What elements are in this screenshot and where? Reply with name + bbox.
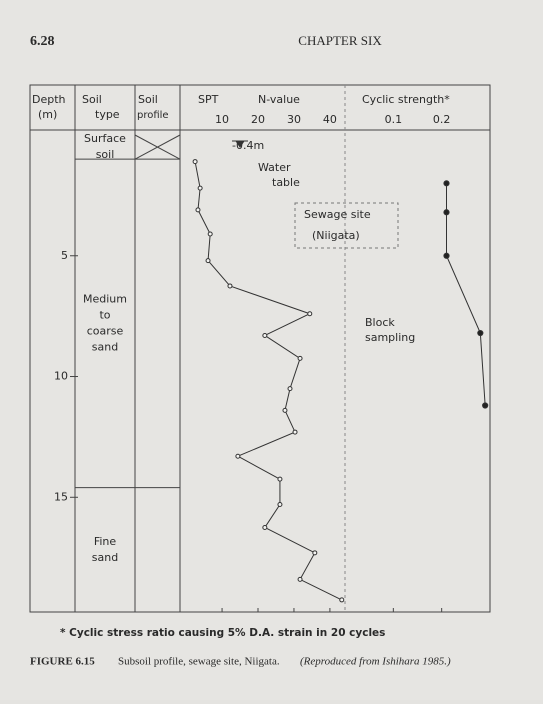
layer-label: soil	[96, 148, 115, 161]
header: Soil	[82, 93, 102, 106]
layer-label: Surface	[84, 132, 126, 145]
y-tick-label: 5	[61, 249, 68, 262]
spt-point	[277, 476, 283, 482]
layer-label: Fine	[94, 535, 117, 548]
spt-point	[192, 159, 198, 165]
site-box	[294, 202, 399, 249]
spt-point	[339, 597, 345, 603]
x-tick-label: 20	[251, 113, 265, 126]
running-head: CHAPTER SIX	[298, 33, 382, 48]
figure-frame	[29, 84, 491, 613]
spt-point	[262, 332, 268, 338]
spt-point	[307, 311, 313, 317]
header: type	[95, 108, 120, 121]
annotation: Block	[365, 316, 395, 329]
x2-tick-label: 0.2	[433, 113, 451, 126]
spt-point	[282, 407, 288, 413]
spt-point	[297, 355, 303, 361]
spt-point	[195, 207, 201, 213]
layer-label: coarse	[87, 324, 124, 337]
caption-source: (Reproduced from Ishihara 1985.)	[300, 656, 451, 668]
header: Cyclic strength*	[362, 93, 450, 106]
cyclic-point	[443, 180, 450, 187]
x-tick-label: 10	[215, 113, 229, 126]
y-tick-label: 15	[54, 490, 68, 503]
spt-point	[287, 386, 293, 392]
spt-point	[205, 258, 211, 264]
spt-point	[297, 576, 303, 582]
caption: Subsoil profile, sewage site, Niigata.	[118, 656, 280, 668]
cyclic-point	[443, 209, 450, 216]
header: Soil	[138, 93, 158, 106]
header: N-value	[258, 93, 300, 106]
annotation: table	[272, 176, 300, 189]
spt-point	[277, 502, 283, 508]
cyclic-point	[477, 329, 484, 337]
annotation: sampling	[365, 331, 415, 344]
page-number: 6.28	[30, 34, 55, 49]
layer-label: to	[99, 308, 110, 321]
layer-label: sand	[92, 551, 118, 564]
annotation: Water	[258, 161, 291, 174]
spt-point	[312, 550, 318, 556]
water-symbol	[232, 140, 248, 148]
annotation: Sewage site	[304, 208, 371, 221]
x-tick-label: 30	[287, 113, 301, 126]
spt-point	[207, 231, 213, 237]
footnote: * Cyclic stress ratio causing 5% D.A. st…	[60, 627, 385, 639]
header: (m)	[38, 108, 57, 121]
header: profile	[137, 110, 169, 121]
spt-point	[262, 524, 268, 530]
spt-point	[235, 453, 241, 459]
layer-label: sand	[92, 340, 118, 353]
layer-label: Medium	[83, 292, 127, 305]
x2-tick-label: 0.1	[385, 113, 403, 126]
y-tick-label: 10	[54, 370, 68, 383]
cyclic-point	[443, 252, 450, 259]
cyclic-point	[482, 402, 489, 409]
x-tick-label: 40	[323, 113, 337, 126]
profile-cross	[134, 134, 181, 160]
spt-point	[292, 429, 298, 435]
header: SPT	[198, 93, 219, 106]
annotation: (Niigata)	[312, 229, 360, 242]
spt-point	[197, 185, 203, 191]
caption-label: FIGURE 6.15	[30, 656, 95, 668]
header: Depth	[32, 93, 66, 106]
spt-point	[227, 283, 233, 289]
